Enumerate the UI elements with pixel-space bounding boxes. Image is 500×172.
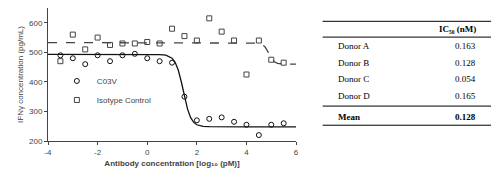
svg-text:0: 0 xyxy=(145,148,150,157)
svg-text:IC₅₀ (nM): IC₅₀ (nM) xyxy=(439,24,476,34)
svg-text:Donor C: Donor C xyxy=(338,74,369,84)
svg-text:Isotype Control: Isotype Control xyxy=(97,96,151,105)
svg-text:600: 600 xyxy=(29,19,43,28)
svg-text:Mean: Mean xyxy=(338,112,360,122)
svg-text:0.128: 0.128 xyxy=(455,58,476,68)
svg-text:200: 200 xyxy=(29,137,43,146)
svg-text:0.165: 0.165 xyxy=(455,91,476,101)
svg-text:Antibody concentration [log₁₀: Antibody concentration [log₁₀ (pM)] xyxy=(104,159,240,168)
svg-text:6: 6 xyxy=(294,148,299,157)
svg-text:2: 2 xyxy=(195,148,200,157)
svg-text:Donor A: Donor A xyxy=(338,41,370,51)
svg-text:-4: -4 xyxy=(44,148,52,157)
svg-text:IFNγ concentration (pg/mL): IFNγ concentration (pg/mL) xyxy=(16,26,25,123)
svg-text:Donor D: Donor D xyxy=(338,91,370,101)
svg-text:400: 400 xyxy=(29,78,43,87)
svg-text:0.054: 0.054 xyxy=(455,74,476,84)
svg-text:4: 4 xyxy=(244,148,249,157)
svg-text:300: 300 xyxy=(29,107,43,116)
svg-text:500: 500 xyxy=(29,48,43,57)
svg-text:-2: -2 xyxy=(94,148,102,157)
svg-text:C03V: C03V xyxy=(97,77,118,86)
svg-text:Donor B: Donor B xyxy=(338,58,369,68)
svg-text:0.128: 0.128 xyxy=(455,112,476,122)
svg-text:0.163: 0.163 xyxy=(455,41,476,51)
